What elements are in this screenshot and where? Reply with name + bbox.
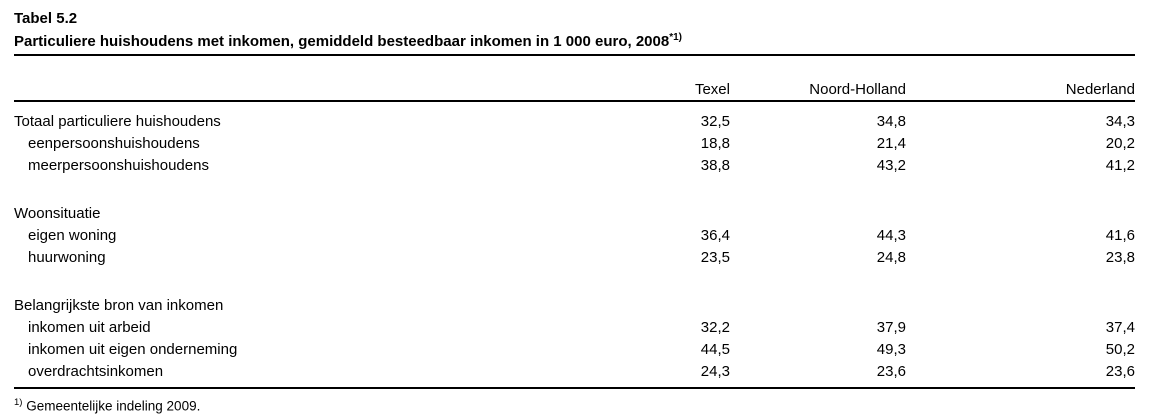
- value-cell: 20,2: [1105, 135, 1135, 152]
- value-cell: 23,6: [876, 363, 906, 380]
- value-cell: 36,4: [700, 227, 730, 244]
- column-header-row: Texel Noord-Holland Nederland: [14, 56, 1135, 102]
- value-cell: 23,6: [1105, 363, 1135, 380]
- row-label: eigen woning: [28, 227, 117, 244]
- value-cell: 50,2: [1105, 341, 1135, 358]
- value-cell: [906, 295, 1135, 317]
- value-cell: 23,8: [1105, 249, 1135, 266]
- value-cell: 38,8: [700, 157, 730, 174]
- title-footnote-marker: *1): [669, 32, 682, 43]
- footnote: 1) Gemeentelijke indeling 2009.: [14, 394, 1135, 415]
- footnote-text: Gemeentelijke indeling 2009.: [26, 398, 201, 414]
- spacer-cell: [14, 269, 1135, 295]
- row-label: eenpersoonshuishoudens: [28, 135, 200, 152]
- row-label: Woonsituatie: [14, 205, 101, 222]
- value-cell: 34,8: [876, 113, 906, 130]
- value-cell: [730, 203, 906, 225]
- row-label: inkomen uit arbeid: [28, 319, 151, 336]
- table-row: Totaal particuliere huishoudens 32,5 34,8 3…: [14, 101, 1135, 133]
- table-body: Totaal particuliere huishoudens 32,5 34,8 3…: [14, 101, 1135, 388]
- value-cell: 32,2: [700, 319, 730, 336]
- table-row: overdrachtsinkomen 24,3 23,6 23,6: [14, 361, 1135, 388]
- spacer-row: [14, 177, 1135, 203]
- value-cell: 41,2: [1105, 157, 1135, 174]
- row-label: overdrachtsinkomen: [28, 363, 164, 380]
- value-cell: 44,3: [876, 227, 906, 244]
- column-header-texel: Texel: [580, 56, 730, 102]
- section-row: Woonsituatie: [14, 203, 1135, 225]
- value-cell: [730, 295, 906, 317]
- table-title-block: Tabel 5.2 Particuliere huishoudens met i…: [14, 9, 1135, 56]
- value-cell: [906, 203, 1135, 225]
- spacer-row: [14, 269, 1135, 295]
- footnote-marker: 1): [14, 397, 23, 408]
- value-cell: 21,4: [876, 135, 906, 152]
- value-cell: 37,9: [876, 319, 906, 336]
- column-header-noord-holland: Noord-Holland: [730, 56, 906, 102]
- value-cell: 41,6: [1105, 227, 1135, 244]
- value-cell: 43,2: [876, 157, 906, 174]
- value-cell: 49,3: [876, 341, 906, 358]
- value-cell: 34,3: [1105, 113, 1135, 130]
- value-cell: 18,8: [700, 135, 730, 152]
- value-cell: 24,3: [700, 363, 730, 380]
- table-row: eigen woning 36,4 44,3 41,6: [14, 225, 1135, 247]
- table-row: huurwoning 23,5 24,8 23,8: [14, 247, 1135, 269]
- row-label: huurwoning: [28, 249, 106, 266]
- row-label: Belangrijkste bron van inkomen: [14, 297, 224, 314]
- value-cell: 37,4: [1105, 319, 1135, 336]
- value-cell: [580, 203, 730, 225]
- table-row: inkomen uit arbeid 32,2 37,9 37,4: [14, 317, 1135, 339]
- value-cell: [580, 295, 730, 317]
- row-label: Totaal particuliere huishoudens: [14, 113, 221, 130]
- column-header-empty: [14, 56, 580, 102]
- value-cell: 24,8: [876, 249, 906, 266]
- table-row: inkomen uit eigen onderneming 44,5 49,3 50,…: [14, 339, 1135, 361]
- table-row: meerpersoonshuishoudens 38,8 43,2 41,2: [14, 155, 1135, 177]
- value-cell: 44,5: [700, 341, 730, 358]
- spacer-cell: [14, 177, 1135, 203]
- value-cell: 23,5: [700, 249, 730, 266]
- table-title: Particuliere huishoudens met inkomen, ge…: [14, 28, 1135, 51]
- row-label: inkomen uit eigen onderneming: [28, 341, 238, 358]
- row-label: meerpersoonshuishoudens: [28, 157, 209, 174]
- income-table: Texel Noord-Holland Nederland Totaal par…: [14, 56, 1135, 389]
- table-row: eenpersoonshuishoudens 18,8 21,4 20,2: [14, 133, 1135, 155]
- table-number: Tabel 5.2: [14, 10, 78, 27]
- table-title-text: Particuliere huishoudens met inkomen, ge…: [14, 33, 670, 50]
- value-cell: 32,5: [700, 113, 730, 130]
- section-row: Belangrijkste bron van inkomen: [14, 295, 1135, 317]
- column-header-nederland: Nederland: [906, 56, 1135, 102]
